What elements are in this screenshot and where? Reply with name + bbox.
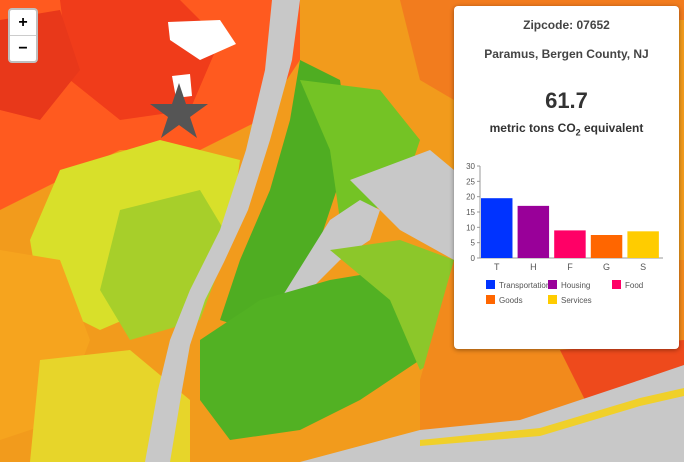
bar-F <box>554 230 586 258</box>
region-manhattan <box>220 60 350 330</box>
x-tick-label: F <box>567 262 573 272</box>
bar-T <box>481 198 513 258</box>
emission-value: 61.7 <box>545 88 588 113</box>
zoom-in-button[interactable]: + <box>18 14 28 31</box>
ocean <box>300 365 684 462</box>
region-queens <box>330 240 454 370</box>
legend-label: Food <box>625 281 643 290</box>
zoom-out-button[interactable]: − <box>10 35 36 61</box>
y-tick-label: 15 <box>466 208 475 217</box>
legend-label: Housing <box>561 281 590 290</box>
bar-G <box>590 235 623 258</box>
legend-swatch <box>486 295 495 304</box>
legend-swatch <box>548 280 557 289</box>
zoom-control: + − <box>8 8 38 63</box>
x-tick-label: G <box>603 262 610 272</box>
water-sound <box>350 150 454 260</box>
y-tick-label: 0 <box>471 254 476 263</box>
bar-H <box>517 205 550 258</box>
legend-swatch <box>486 280 495 289</box>
x-tick-label: H <box>530 262 537 272</box>
bar-S <box>627 231 659 258</box>
y-tick-label: 30 <box>466 162 475 171</box>
park-gap <box>168 20 236 60</box>
region-south-yellow <box>30 350 190 462</box>
region-brooklyn <box>200 270 430 440</box>
y-tick-label: 5 <box>471 239 476 248</box>
legend-swatch <box>548 295 557 304</box>
unit-label: metric tons CO2 equivalent <box>454 121 679 137</box>
barrier-beach <box>420 388 684 446</box>
zipcode-label: Zipcode: 07652 <box>523 18 610 32</box>
x-tick-label: S <box>640 262 646 272</box>
y-tick-label: 20 <box>466 193 475 202</box>
legend-label: Transportation <box>499 281 550 290</box>
star-icon[interactable] <box>150 83 208 138</box>
unit-tail: equivalent <box>580 121 644 135</box>
hudson-river <box>145 0 300 462</box>
legend-swatch <box>612 280 621 289</box>
legend-label: Goods <box>499 296 523 305</box>
legend-label: Services <box>561 296 592 305</box>
place-name: Paramus, Bergen County, NJ <box>484 47 649 61</box>
y-tick-label: 10 <box>466 223 475 232</box>
info-panel: Zipcode: 07652 Paramus, Bergen County, N… <box>454 6 679 349</box>
x-tick-label: T <box>494 262 500 272</box>
y-tick-label: 25 <box>466 177 475 186</box>
unit-main: metric tons CO <box>489 121 576 135</box>
emissions-bar-chart: 0 5 10 15 20 25 30 T H F G S Transportation Housing Fo… <box>466 162 663 305</box>
unit-subscript: 2 <box>575 127 581 138</box>
